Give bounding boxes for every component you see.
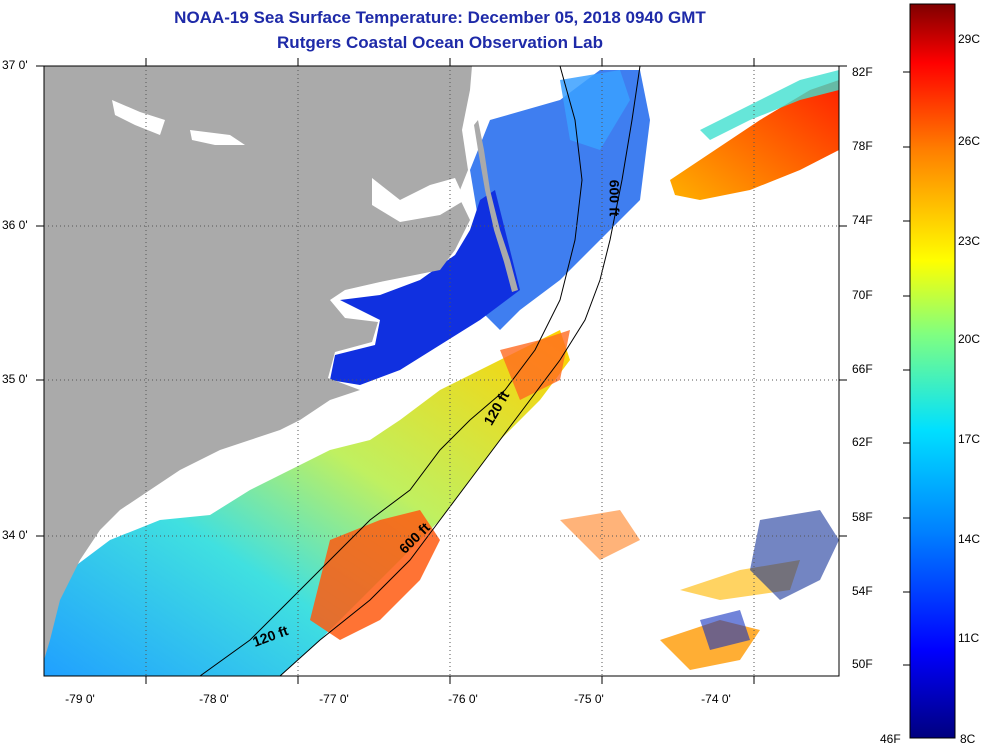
colorbar-f-50: 50F [852, 657, 873, 671]
lat-label-36: 36 0' [2, 218, 28, 232]
map-frame [43, 65, 840, 677]
colorbar-f-62: 62F [852, 435, 873, 449]
colorbar-c-11: 11C [958, 631, 980, 645]
lon-label-74: -74 0' [701, 692, 731, 706]
lat-label-37: 37 0' [2, 58, 28, 72]
colorbar-f-74: 74F [852, 213, 873, 227]
colorbar-f-78: 78F [852, 139, 873, 153]
lat-label-35: 35 0' [2, 372, 28, 386]
outer-banks [474, 120, 518, 292]
colorbar-c-23: 23C [958, 234, 981, 248]
map-title: NOAA-19 Sea Surface Temperature: Decembe… [174, 8, 706, 27]
pamlico-sound [330, 190, 520, 385]
colorbar-c-20: 20C [958, 332, 981, 346]
colorbar-c-8: 8C [960, 732, 976, 746]
colorbar-f-46: 46F [880, 732, 901, 746]
land-mass [44, 66, 472, 660]
gulf-stream-filament [670, 80, 839, 200]
lon-label-79: -79 0' [65, 692, 95, 706]
colorbar-c-29: 29C [958, 32, 981, 46]
shelf-water [44, 330, 570, 676]
colorbar-c-26: 26C [958, 134, 981, 148]
colorbar-c-17: 17C [958, 432, 981, 446]
colorbar [909, 3, 956, 739]
axis-ticks [36, 58, 847, 684]
map-subtitle: Rutgers Coastal Ocean Observation Lab [277, 33, 603, 52]
colorbar-f-82: 82F [852, 65, 873, 79]
lat-label-34: 34 0' [2, 528, 28, 542]
lon-label-75: -75 0' [574, 692, 604, 706]
colorbar-f-54: 54F [852, 584, 873, 598]
colorbar-f-66: 66F [852, 362, 873, 376]
isobath-120ft-line [199, 66, 583, 676]
colorbar-f-70: 70F [852, 288, 873, 302]
isobath-600ft-line [279, 66, 641, 676]
graticule [44, 66, 839, 676]
warm-patch [310, 510, 440, 640]
isobath-label-600ft-north: 600 ft [606, 179, 623, 217]
lon-label-77: -77 0' [319, 692, 349, 706]
colorbar-c-14: 14C [958, 532, 981, 546]
colorbar-ticks [903, 71, 910, 666]
lon-label-76: -76 0' [448, 692, 478, 706]
lon-label-78: -78 0' [199, 692, 229, 706]
colorbar-f-58: 58F [852, 510, 873, 524]
